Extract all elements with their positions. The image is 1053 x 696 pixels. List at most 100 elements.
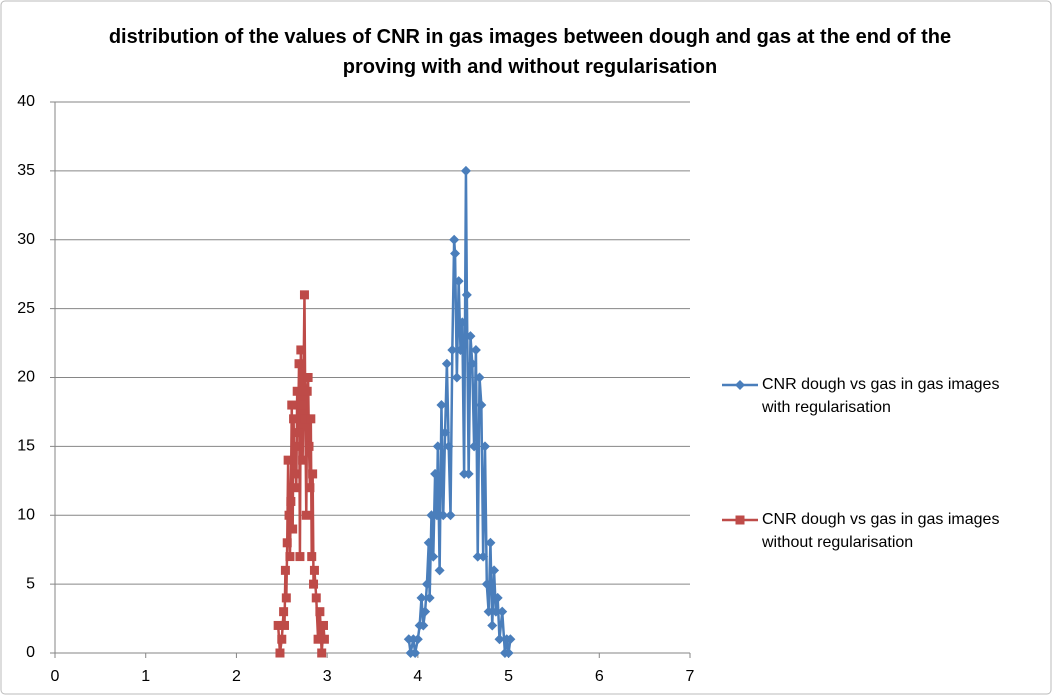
x-tick-label: 5 bbox=[504, 668, 513, 685]
marker bbox=[275, 648, 285, 658]
marker bbox=[288, 524, 298, 534]
marker bbox=[451, 372, 462, 383]
marker bbox=[735, 380, 745, 390]
marker bbox=[421, 579, 432, 590]
marker bbox=[292, 386, 302, 396]
marker bbox=[467, 358, 478, 369]
marker bbox=[410, 648, 421, 658]
marker bbox=[431, 510, 442, 521]
marker bbox=[304, 441, 314, 451]
marker bbox=[449, 234, 460, 245]
marker bbox=[440, 427, 451, 438]
marker bbox=[285, 552, 295, 562]
marker bbox=[487, 620, 498, 631]
marker bbox=[497, 606, 508, 617]
legend-label: CNR dough vs gas in gas images without r… bbox=[762, 511, 1000, 551]
marker bbox=[283, 455, 293, 465]
marker bbox=[308, 469, 318, 479]
marker bbox=[302, 386, 312, 396]
marker bbox=[290, 441, 300, 451]
marker bbox=[465, 331, 476, 342]
x-tick-label: 3 bbox=[323, 668, 332, 685]
marker bbox=[295, 552, 305, 562]
marker bbox=[476, 400, 487, 411]
marker bbox=[303, 373, 313, 382]
marker bbox=[424, 592, 435, 603]
x-tick-label: 1 bbox=[141, 668, 150, 685]
marker bbox=[490, 606, 501, 617]
marker bbox=[289, 469, 299, 479]
marker bbox=[284, 510, 294, 520]
marker bbox=[472, 551, 483, 562]
marker bbox=[735, 515, 745, 525]
marker bbox=[479, 441, 490, 452]
marker bbox=[481, 579, 492, 590]
marker bbox=[301, 510, 311, 520]
marker bbox=[447, 344, 458, 355]
y-tick-label: 15 bbox=[17, 438, 35, 455]
marker bbox=[286, 496, 296, 506]
marker bbox=[428, 551, 439, 562]
marker bbox=[412, 634, 423, 645]
marker bbox=[420, 606, 431, 617]
marker bbox=[460, 165, 471, 176]
marker bbox=[307, 552, 317, 562]
marker bbox=[306, 414, 316, 424]
marker bbox=[281, 593, 291, 603]
marker bbox=[423, 537, 434, 548]
y-tick-label: 25 bbox=[17, 300, 35, 317]
marker bbox=[474, 372, 485, 383]
y-tick-label: 0 bbox=[26, 644, 35, 661]
marker bbox=[309, 579, 319, 589]
marker bbox=[463, 468, 474, 479]
y-tick-label: 40 bbox=[17, 93, 35, 110]
marker bbox=[280, 620, 290, 630]
marker bbox=[432, 441, 443, 452]
marker bbox=[492, 592, 503, 603]
marker bbox=[294, 359, 304, 369]
legend-label: CNR dough vs gas in gas images with regu… bbox=[762, 376, 1000, 416]
y-tick-label: 10 bbox=[17, 506, 35, 523]
x-tick-label: 6 bbox=[595, 668, 604, 685]
y-tick-label: 30 bbox=[17, 231, 35, 248]
x-tick-label: 2 bbox=[232, 668, 241, 685]
marker bbox=[296, 345, 306, 355]
marker bbox=[455, 344, 466, 355]
marker bbox=[434, 565, 445, 576]
marker bbox=[311, 593, 321, 603]
marker bbox=[319, 634, 329, 644]
marker bbox=[483, 606, 494, 617]
marker bbox=[282, 538, 292, 548]
marker bbox=[436, 400, 447, 411]
x-tick-label: 0 bbox=[51, 668, 60, 685]
marker bbox=[469, 441, 480, 452]
marker bbox=[298, 455, 308, 465]
marker bbox=[461, 289, 472, 300]
marker bbox=[505, 634, 516, 645]
marker bbox=[287, 400, 297, 410]
x-tick-label: 4 bbox=[413, 668, 422, 685]
marker bbox=[309, 565, 319, 575]
marker bbox=[297, 400, 307, 410]
marker bbox=[450, 248, 461, 259]
marker bbox=[443, 441, 454, 452]
marker bbox=[494, 634, 505, 645]
marker bbox=[305, 483, 315, 493]
y-tick-label: 35 bbox=[17, 162, 35, 179]
marker bbox=[426, 510, 437, 521]
marker bbox=[277, 634, 287, 644]
marker bbox=[430, 468, 441, 479]
marker bbox=[289, 414, 299, 424]
marker bbox=[280, 565, 290, 575]
marker bbox=[317, 648, 327, 658]
marker bbox=[438, 510, 449, 521]
marker bbox=[299, 290, 309, 300]
marker bbox=[453, 276, 464, 287]
y-tick-label: 20 bbox=[17, 369, 35, 386]
marker bbox=[319, 620, 329, 630]
marker bbox=[489, 565, 500, 576]
marker bbox=[315, 607, 325, 617]
